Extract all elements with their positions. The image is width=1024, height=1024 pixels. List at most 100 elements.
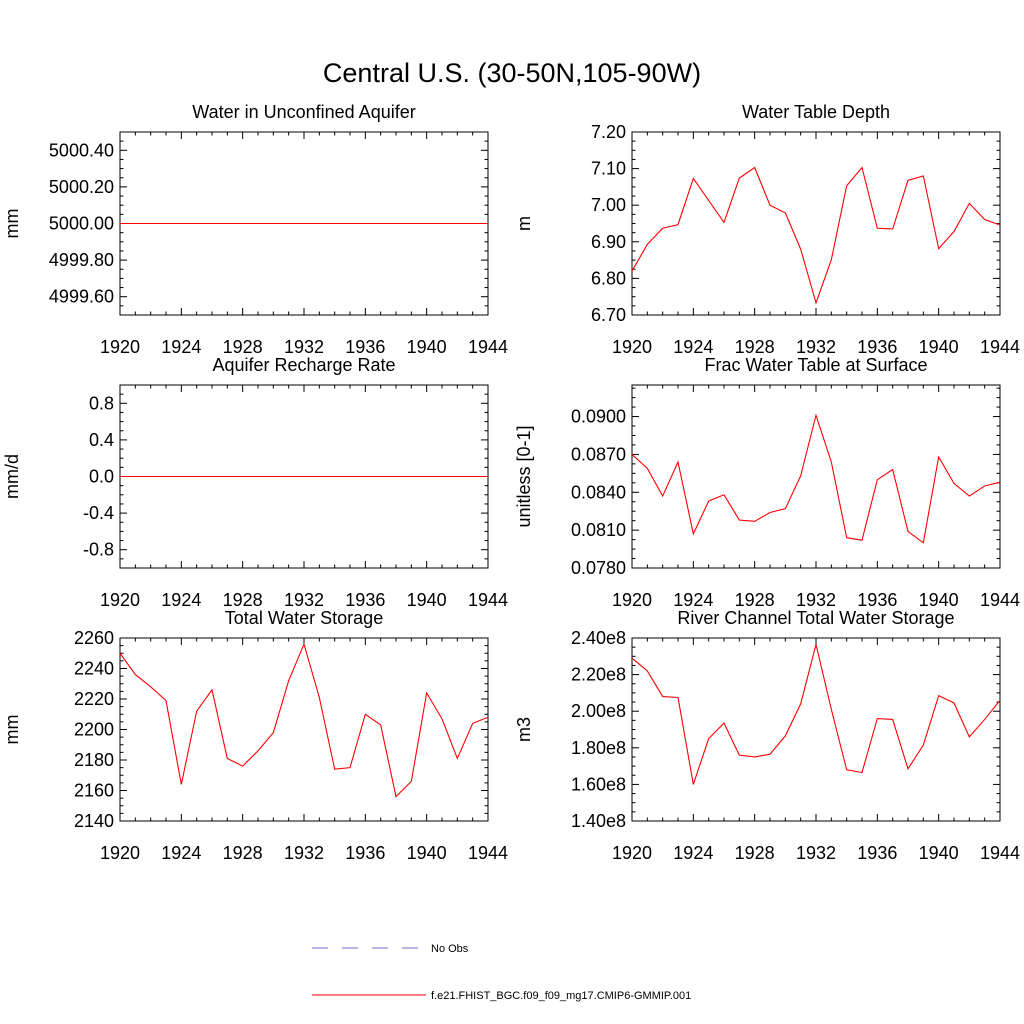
data-point (708, 501, 709, 502)
y-tick-label: 0.0900 (571, 407, 626, 427)
data-point (349, 223, 350, 224)
data-point (631, 270, 632, 271)
x-tick-label: 1928 (735, 843, 775, 863)
panel-title: Water in Unconfined Aquifer (192, 102, 415, 122)
panel-frac-water-table-at-surface: Frac Water Table at Surface 1920 1924 1928 1… (514, 355, 1020, 610)
x-tick-label: 1936 (345, 843, 385, 863)
y-tick-label: 6.80 (591, 268, 626, 288)
y-axis-label: mm (2, 715, 22, 745)
panel-total-water-storage: Total Water Storage 1920 1924 1928 1932 1936 1… (2, 608, 508, 863)
data-point (349, 476, 350, 477)
x-tick-label: 1932 (796, 843, 836, 863)
data-point (288, 223, 289, 224)
x-tick-label: 1932 (796, 590, 836, 610)
data-point (165, 223, 166, 224)
data-point (662, 495, 663, 496)
data-point (441, 718, 442, 719)
data-point (165, 476, 166, 477)
data-point (785, 212, 786, 213)
x-tick-label: 1944 (980, 590, 1020, 610)
data-point (662, 228, 663, 229)
data-point (815, 644, 816, 645)
series-line (631, 413, 1001, 544)
data-point (907, 180, 908, 181)
data-point (907, 531, 908, 532)
x-tick-label: 1928 (223, 843, 263, 863)
data-point (831, 461, 832, 462)
panel-title: River Channel Total Water Storage (677, 608, 954, 628)
data-point (892, 469, 893, 470)
data-point (877, 228, 878, 229)
data-point (693, 178, 694, 179)
data-point (319, 476, 320, 477)
data-point (119, 653, 120, 654)
data-point (119, 476, 120, 477)
data-point (800, 475, 801, 476)
data-point (395, 223, 396, 224)
y-tick-label: 2160 (74, 781, 114, 801)
y-tick-label: 2.00e8 (571, 701, 626, 721)
y-tick-label: 5000.40 (49, 140, 114, 160)
data-point (815, 415, 816, 416)
data-point (877, 479, 878, 480)
data-point (999, 700, 1000, 701)
data-point (411, 781, 412, 782)
data-point (349, 767, 350, 768)
data-point (303, 476, 304, 477)
data-point (288, 680, 289, 681)
data-point (150, 223, 151, 224)
x-tick-label: 1940 (407, 590, 447, 610)
x-tick-label: 1928 (223, 590, 263, 610)
data-point (181, 223, 182, 224)
data-point (938, 456, 939, 457)
y-tick-label: 0.0 (89, 467, 114, 487)
panel-title: Water Table Depth (742, 102, 890, 122)
legend-label-no-obs: No Obs (431, 943, 469, 955)
data-point (938, 695, 939, 696)
y-tick-label: 2.40e8 (571, 628, 626, 648)
data-point (923, 542, 924, 543)
data-point (227, 223, 228, 224)
data-point (892, 719, 893, 720)
x-tick-label: 1936 (857, 590, 897, 610)
y-axis-label: mm/d (2, 454, 22, 499)
data-point (984, 219, 985, 220)
data-point (969, 736, 970, 737)
data-point (211, 223, 212, 224)
data-point (800, 703, 801, 704)
data-point (365, 476, 366, 477)
data-point (969, 203, 970, 204)
data-point (831, 259, 832, 260)
data-point (662, 696, 663, 697)
x-tick-label: 1924 (161, 590, 201, 610)
data-point (487, 476, 488, 477)
x-tick-label: 1944 (468, 843, 508, 863)
y-tick-label: -0.4 (83, 503, 114, 523)
figure-title: Central U.S. (30-50N,105-90W) (323, 58, 701, 88)
data-point (365, 714, 366, 715)
plot-frame (119, 637, 489, 822)
data-point (334, 769, 335, 770)
data-point (457, 223, 458, 224)
x-tick-label: 1932 (796, 337, 836, 357)
data-point (119, 223, 120, 224)
data-point (846, 537, 847, 538)
x-tick-label: 1940 (919, 590, 959, 610)
y-tick-label: 5000.00 (49, 214, 114, 234)
data-point (334, 223, 335, 224)
data-point (723, 494, 724, 495)
data-point (754, 756, 755, 757)
x-tick-label: 1936 (857, 843, 897, 863)
data-point (395, 476, 396, 477)
data-point (923, 175, 924, 176)
y-tick-label: 6.90 (591, 232, 626, 252)
data-point (150, 476, 151, 477)
data-point (472, 223, 473, 224)
y-tick-label: 4999.80 (49, 250, 114, 270)
y-axis-label: mm (2, 209, 22, 239)
data-point (472, 723, 473, 724)
data-point (723, 722, 724, 723)
plot-frame (631, 384, 1001, 569)
x-tick-label: 1936 (345, 337, 385, 357)
data-point (181, 784, 182, 785)
